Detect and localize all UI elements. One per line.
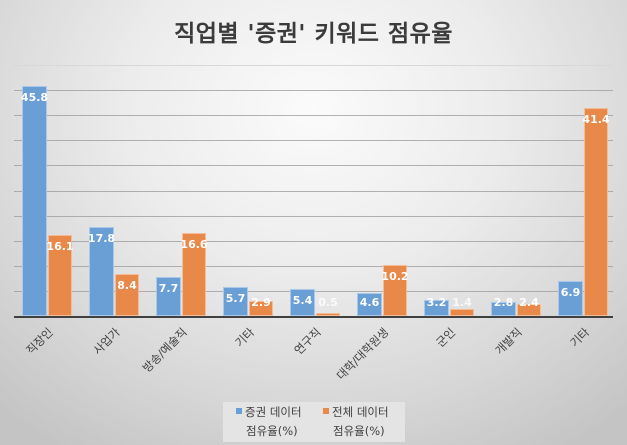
bar-securities[interactable]: [424, 300, 449, 316]
bar-total[interactable]: [182, 233, 206, 316]
bar-securities[interactable]: [223, 287, 248, 316]
x-axis-label: 기타: [567, 325, 593, 350]
legend-swatch-orange-icon: [323, 408, 329, 414]
gridline: [14, 266, 613, 267]
data-label: 7.7: [158, 282, 179, 295]
legend-item-total[interactable]: 전체 데이터 점유율(%): [323, 405, 389, 438]
data-label: 0.5: [318, 296, 338, 309]
bar-securities[interactable]: [357, 293, 382, 316]
legend-swatch-blue-icon: [236, 408, 242, 414]
data-label: 45.8: [20, 91, 49, 104]
title-divider: [13, 65, 613, 66]
bar-securities[interactable]: [22, 86, 47, 316]
bar-total[interactable]: [48, 235, 72, 316]
bar-securities[interactable]: [89, 227, 114, 316]
bar-securities[interactable]: [290, 289, 315, 316]
bar-securities[interactable]: [558, 281, 583, 316]
gridline: [14, 90, 613, 91]
chart-title: 직업별 '증권' 키워드 점유율: [174, 21, 453, 47]
data-label: 1.4: [452, 296, 472, 309]
gridline: [14, 115, 613, 116]
bar-total[interactable]: [383, 265, 407, 316]
data-label: 8.4: [117, 279, 137, 292]
x-axis-label: 직장인: [23, 325, 56, 358]
bar-total[interactable]: [517, 304, 541, 316]
data-label: 3.2: [426, 296, 447, 309]
data-label: 6.9: [560, 286, 581, 299]
bar-total[interactable]: [584, 108, 608, 316]
x-axis-label: 사업가: [90, 325, 123, 358]
x-axis-label: 대학/대학원생: [333, 325, 392, 383]
data-label: 5.7: [225, 292, 246, 305]
x-axis-label: 방송/예술직: [139, 325, 190, 376]
gridline: [14, 241, 613, 242]
x-axis-line: [14, 316, 613, 318]
data-label: 16.6: [180, 238, 208, 251]
gridline: [14, 216, 613, 217]
bar-securities[interactable]: [491, 302, 516, 316]
bar-total[interactable]: [316, 313, 340, 316]
data-label: 17.8: [87, 232, 116, 245]
x-axis-label: 기타: [232, 325, 258, 350]
x-axis-label: 군인: [433, 325, 459, 350]
legend-item-securities[interactable]: 증권 데이터 점유율(%): [236, 405, 302, 438]
data-label: 10.2: [381, 270, 409, 283]
gridline: [14, 165, 613, 166]
data-label: 4.6: [359, 296, 380, 309]
bar-total[interactable]: [115, 274, 139, 316]
data-label: 5.4: [292, 294, 313, 307]
bar-total[interactable]: [249, 301, 273, 316]
data-label: 2.4: [519, 296, 539, 309]
gridline: [14, 140, 613, 141]
data-label: 2.9: [251, 296, 271, 309]
bar-total[interactable]: [450, 309, 474, 316]
x-axis-label: 개발직: [492, 325, 525, 358]
x-axis-label: 연구직: [291, 325, 324, 358]
bar-securities[interactable]: [156, 277, 181, 316]
data-label: 41.4: [582, 113, 610, 126]
data-label: 16.1: [46, 240, 74, 253]
gridline: [14, 191, 613, 192]
legend: 증권 데이터 점유율(%) 전체 데이터 점유율(%): [223, 402, 405, 442]
data-label: 2.8: [493, 296, 514, 309]
